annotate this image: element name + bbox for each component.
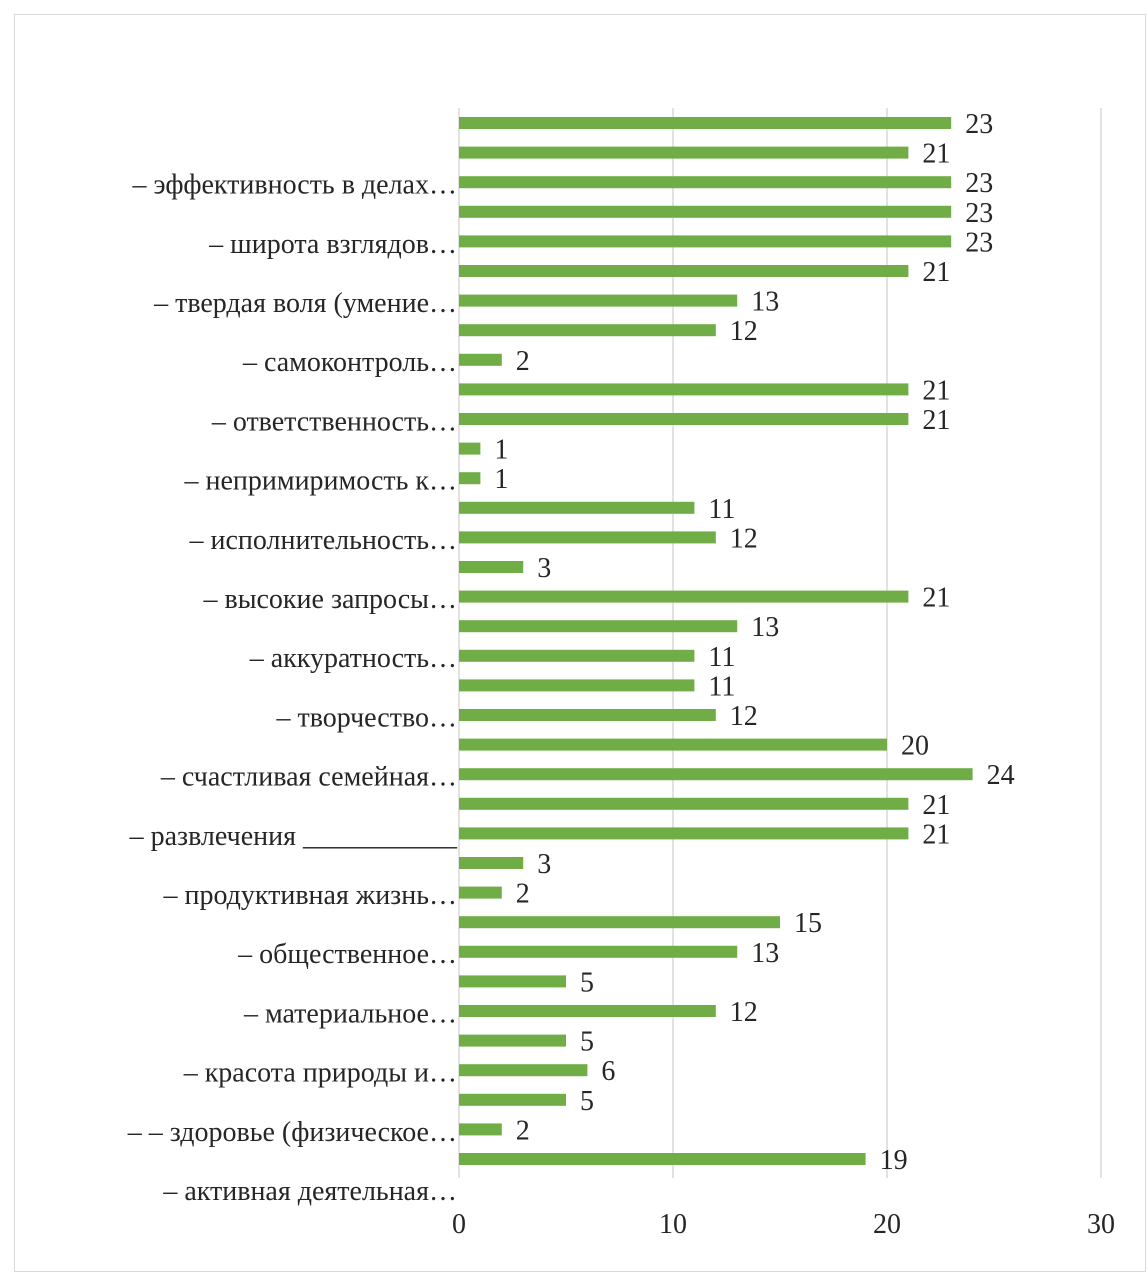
bar-14 <box>459 531 716 543</box>
bar-6 <box>459 295 737 307</box>
value-label-10: 21 <box>922 405 950 436</box>
category-label-29: – материальное… <box>243 998 457 1029</box>
value-label-20: 12 <box>730 701 758 732</box>
value-label-21: 20 <box>901 731 929 762</box>
x-tick-labels: 0 10 20 30 <box>452 1209 1115 1240</box>
category-label-11: – непримиримость к… <box>183 466 457 497</box>
bar-16 <box>459 591 908 603</box>
category-label-15: – высокие запросы… <box>202 584 457 615</box>
value-label-3: 23 <box>965 198 993 229</box>
value-label-22: 24 <box>987 760 1015 791</box>
value-label-32: 6 <box>601 1056 615 1087</box>
bar-1 <box>459 147 908 159</box>
value-label-14: 12 <box>730 523 758 554</box>
x-tick-1: 10 <box>659 1209 687 1240</box>
value-label-1: 21 <box>922 139 950 170</box>
bar-34 <box>459 1123 502 1135</box>
value-label-16: 21 <box>922 583 950 614</box>
bar-13 <box>459 502 694 514</box>
bar-32 <box>459 1064 587 1076</box>
bar-33 <box>459 1094 566 1106</box>
bar-22 <box>459 768 973 780</box>
category-label-35: – активная деятельная… <box>162 1176 457 1207</box>
bar-5 <box>459 265 908 277</box>
bar-10 <box>459 413 908 425</box>
bar-28 <box>459 946 737 958</box>
value-label-24: 21 <box>922 819 950 850</box>
bar-20 <box>459 709 716 721</box>
bar-21 <box>459 739 887 751</box>
category-label-33: – – здоровье (физическое… <box>127 1117 457 1148</box>
category-label-1: – эффективность в делах… <box>132 170 458 201</box>
value-label-11: 1 <box>494 435 508 466</box>
value-label-7: 12 <box>730 316 758 347</box>
value-label-4: 23 <box>965 227 993 258</box>
value-label-30: 12 <box>730 997 758 1028</box>
value-label-15: 3 <box>537 553 551 584</box>
value-label-18: 11 <box>708 642 735 673</box>
category-label-25: – продуктивная жизнь… <box>162 880 457 911</box>
value-label-12: 1 <box>494 464 508 495</box>
bar-19 <box>459 679 694 691</box>
bar-17 <box>459 620 737 632</box>
x-tick-2: 20 <box>873 1209 901 1240</box>
value-label-8: 2 <box>516 346 530 377</box>
value-label-0: 23 <box>965 109 993 140</box>
bar-8 <box>459 354 502 366</box>
value-label-6: 13 <box>751 287 779 318</box>
value-label-34: 2 <box>516 1115 530 1146</box>
bar-18 <box>459 650 694 662</box>
category-label-19: – творчество… <box>276 702 457 733</box>
bar-31 <box>459 1035 566 1047</box>
value-label-13: 11 <box>708 494 735 525</box>
category-label-23: – развлечения ___________ <box>129 821 458 852</box>
bar-25 <box>459 857 523 869</box>
bar-2 <box>459 176 951 188</box>
bar-30 <box>459 1005 716 1017</box>
category-label-5: – твердая воля (умение… <box>153 288 457 319</box>
bar-11 <box>459 443 480 455</box>
value-label-29: 5 <box>580 967 594 998</box>
x-tick-0: 0 <box>452 1209 466 1240</box>
value-label-27: 15 <box>794 908 822 939</box>
bar-35 <box>459 1153 866 1165</box>
category-label-31: – красота природы и… <box>183 1058 457 1089</box>
value-label-2: 23 <box>965 168 993 199</box>
category-label-27: – общественное… <box>237 939 457 970</box>
bar-9 <box>459 383 908 395</box>
value-label-33: 5 <box>580 1086 594 1117</box>
value-label-28: 13 <box>751 938 779 969</box>
x-tick-3: 30 <box>1087 1209 1115 1240</box>
value-label-25: 3 <box>537 849 551 880</box>
value-label-5: 21 <box>922 257 950 288</box>
value-label-31: 5 <box>580 1027 594 1058</box>
bar-4 <box>459 235 951 247</box>
category-labels: – эффективность в делах… – широта взглядо… <box>127 170 458 1207</box>
value-label-19: 11 <box>708 671 735 702</box>
value-label-9: 21 <box>922 375 950 406</box>
value-label-35: 19 <box>880 1145 908 1176</box>
category-label-21: – счастливая семейная… <box>160 762 457 793</box>
category-label-7: – самоконтроль… <box>242 347 457 378</box>
bar-12 <box>459 472 480 484</box>
value-label-17: 13 <box>751 612 779 643</box>
bar-23 <box>459 798 908 810</box>
bar-27 <box>459 916 780 928</box>
bar-7 <box>459 324 716 336</box>
category-label-17: – аккуратность… <box>249 643 457 674</box>
category-label-9: – ответственность… <box>211 406 457 437</box>
bar-15 <box>459 561 523 573</box>
value-label-23: 21 <box>922 790 950 821</box>
bar-24 <box>459 827 908 839</box>
value-label-26: 2 <box>516 879 530 910</box>
category-label-3: – широта взглядов… <box>208 229 457 260</box>
bar-29 <box>459 975 566 987</box>
category-label-13: – исполнительность… <box>189 525 458 556</box>
bar-26 <box>459 887 502 899</box>
bar-0 <box>459 117 951 129</box>
bar-3 <box>459 206 951 218</box>
